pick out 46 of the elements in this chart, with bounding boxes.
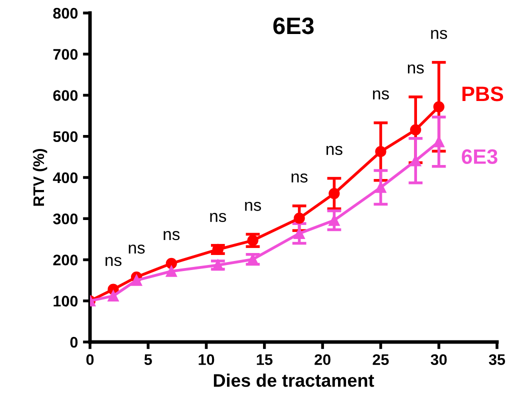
x-tick-label: 20 (314, 354, 330, 366)
point (212, 244, 224, 256)
point (166, 258, 177, 270)
annotation: ns (431, 30, 448, 40)
y-tick-label: 400 (52, 172, 78, 184)
point (294, 212, 305, 224)
y-tick-label: 700 (53, 48, 78, 60)
point (433, 101, 444, 112)
x-axis-title: Dies de tractament (214, 374, 374, 387)
point (130, 274, 142, 286)
y-tick-label: 500 (53, 131, 78, 142)
annotation: ns (373, 90, 389, 100)
annotation: ns (210, 212, 226, 222)
x-tick-label: 35 (488, 354, 506, 366)
annotation: ns (408, 64, 424, 74)
x-tick-label: 15 (256, 354, 272, 366)
x-tick-label: 0 (86, 354, 94, 366)
annotation: ns (292, 173, 308, 183)
y-tick-label: 600 (53, 90, 78, 101)
annotation: ns (245, 202, 261, 211)
y-tick-label: 0 (70, 336, 78, 348)
point (433, 136, 444, 148)
annotation: ns (164, 231, 180, 240)
x-tick-label: 25 (372, 354, 389, 366)
point (212, 260, 224, 271)
point (247, 234, 258, 246)
x-tick-label: 10 (198, 354, 214, 366)
point (375, 146, 386, 158)
y-tick-label: 200 (53, 254, 78, 266)
point (328, 188, 340, 200)
x-tick-label: 5 (144, 354, 152, 366)
series-label: PBS (462, 86, 504, 102)
chart-title: 6E3 (273, 17, 314, 34)
y-axis-title: RTV (%) (32, 148, 48, 206)
x-tick-label: 30 (430, 354, 447, 366)
annotation: ns (326, 146, 342, 156)
point (410, 155, 422, 166)
annotation: ns (128, 244, 145, 254)
y-tick-label: 800 (53, 8, 78, 19)
point (410, 124, 422, 136)
y-tick-label: 300 (53, 213, 78, 224)
y-tick-label: 100 (54, 296, 78, 307)
point (166, 266, 177, 277)
annotation: ns (106, 256, 122, 266)
series-label: 6E3 (462, 149, 498, 164)
point (108, 290, 119, 302)
